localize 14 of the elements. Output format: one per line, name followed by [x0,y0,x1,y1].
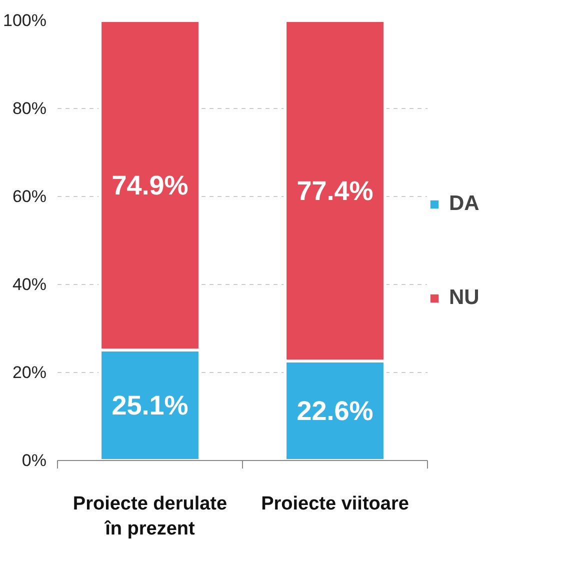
y-tick-label: 60% [12,187,47,206]
data-label: 25.1% [112,390,188,420]
x-tick-label: Proiecte derulate în prezent [72,494,228,540]
y-tick-label: 80% [12,99,47,118]
y-tick-label: 100% [3,11,47,30]
y-tick-label: 20% [12,363,47,382]
y-tick-label: 0% [22,451,47,470]
data-label: 22.6% [296,396,374,426]
x-tick-label: Proiecte viitoare [261,494,409,514]
legend-label: NU [449,286,480,310]
data-label: 74.9% [112,170,188,200]
legend-label: DA [449,192,480,216]
data-label: 77.4% [296,176,374,206]
y-tick-label: 40% [12,275,47,294]
